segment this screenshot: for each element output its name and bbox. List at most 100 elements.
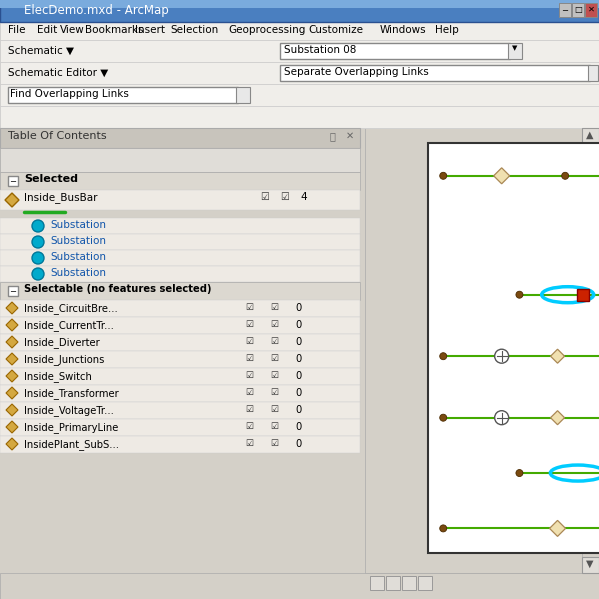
Text: Schematic ▼: Schematic ▼ [8,46,74,56]
Polygon shape [6,353,18,365]
Text: Substation: Substation [50,220,106,230]
Text: 0: 0 [295,354,301,364]
Bar [280,65,590,81]
Bar [0,282,360,300]
Bar [0,128,360,148]
Text: ─: ─ [11,176,16,185]
Text: Inside_Transformer: Inside_Transformer [24,388,119,399]
Bar [0,266,360,282]
Bar [572,3,584,17]
Text: ☑: ☑ [260,192,269,202]
Circle shape [440,414,447,421]
Text: Selection: Selection [170,25,218,35]
Text: ☑: ☑ [245,439,253,448]
Polygon shape [6,404,18,416]
Text: Inside_Diverter: Inside_Diverter [24,337,100,348]
Text: Edit: Edit [37,25,58,35]
Circle shape [495,349,509,363]
Text: ─: ─ [11,286,16,295]
Text: ☑: ☑ [280,192,289,202]
Text: ▲: ▲ [586,130,594,140]
Text: ─: ─ [562,5,567,14]
Text: Selectable (no features selected): Selectable (no features selected) [24,284,211,294]
Bar [370,576,384,590]
Bar [0,172,360,190]
Circle shape [32,268,44,280]
Text: Inside_PrimaryLine: Inside_PrimaryLine [24,422,119,433]
Text: 0: 0 [295,337,301,347]
Text: ☑: ☑ [245,388,253,397]
Text: ☑: ☑ [245,422,253,431]
Bar [582,128,599,144]
Polygon shape [6,387,18,399]
Text: ✕: ✕ [346,131,354,141]
Text: Selected: Selected [24,174,78,184]
Text: ☑: ☑ [270,320,278,329]
Text: Inside_CurrentTr...: Inside_CurrentTr... [24,320,114,331]
Text: View: View [60,25,84,35]
Text: ElecDemo.mxd - ArcMap: ElecDemo.mxd - ArcMap [24,4,169,17]
Polygon shape [5,193,19,207]
Circle shape [562,173,568,179]
Text: Inside_BusBar: Inside_BusBar [24,192,98,203]
Bar [402,576,416,590]
Text: ☑: ☑ [270,354,278,363]
Text: ☑: ☑ [270,337,278,346]
Text: ☑: ☑ [245,371,253,380]
Circle shape [440,173,447,179]
Text: Windows: Windows [380,25,426,35]
Bar [585,3,597,17]
Text: ☑: ☑ [245,354,253,363]
Bar [0,368,360,385]
Text: Schematic Editor ▼: Schematic Editor ▼ [8,68,108,78]
Text: Inside_VoltageTr...: Inside_VoltageTr... [24,405,114,416]
Circle shape [32,236,44,248]
Polygon shape [6,370,18,382]
Text: ▼: ▼ [586,559,594,569]
Text: ☑: ☑ [270,371,278,380]
Text: Inside_Junctions: Inside_Junctions [24,354,104,365]
Text: 📌: 📌 [330,131,336,141]
Bar [0,0,599,8]
Text: Substation: Substation [50,268,106,278]
Text: Substation: Substation [50,236,106,246]
Text: 0: 0 [295,371,301,381]
Bar [428,143,599,553]
Bar [0,84,599,106]
Text: 0: 0 [295,303,301,313]
Bar [0,218,360,234]
Text: 0: 0 [295,388,301,398]
Bar [577,289,589,301]
Text: Inside_Switch: Inside_Switch [24,371,92,382]
Text: 0: 0 [295,405,301,415]
Text: ▼: ▼ [512,45,518,51]
Text: 0: 0 [295,320,301,330]
Bar [418,576,432,590]
Polygon shape [550,349,564,363]
Text: Substation: Substation [50,252,106,262]
Circle shape [495,411,509,425]
Bar [8,87,238,103]
Text: ☑: ☑ [270,303,278,312]
Bar [0,234,360,250]
Text: ☑: ☑ [245,303,253,312]
Circle shape [32,220,44,232]
Bar [0,300,360,317]
Text: Find Overlapping Links: Find Overlapping Links [10,89,129,99]
Text: ☑: ☑ [270,439,278,448]
Bar [386,576,400,590]
Polygon shape [549,521,565,536]
Text: ☑: ☑ [245,320,253,329]
Text: Substation 08: Substation 08 [284,45,356,55]
Bar [8,176,18,186]
Bar [0,106,599,128]
Circle shape [516,291,523,298]
Bar [0,317,360,334]
Text: Help: Help [435,25,459,35]
Circle shape [32,252,44,264]
Bar [0,385,360,402]
Text: ☑: ☑ [245,405,253,414]
Bar [0,40,599,62]
Bar [588,65,598,81]
Text: File: File [8,25,26,35]
